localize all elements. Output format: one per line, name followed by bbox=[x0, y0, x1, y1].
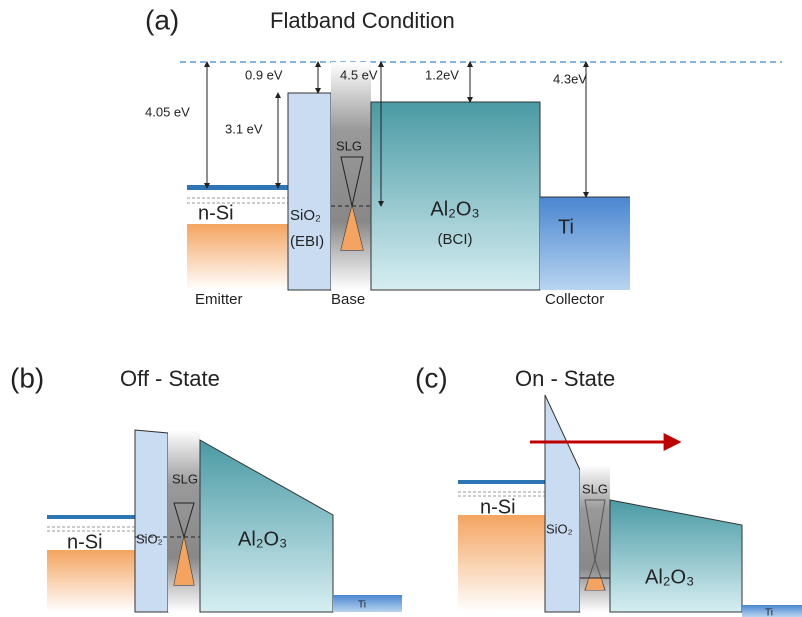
energy-label: 3.1 eV bbox=[225, 121, 263, 136]
panel-title: Off - State bbox=[120, 366, 220, 391]
ebi bbox=[545, 395, 580, 612]
region-label: n-Si bbox=[198, 202, 234, 224]
energy-label: 4.3eV bbox=[553, 71, 587, 86]
emitter bbox=[458, 515, 545, 612]
bci bbox=[371, 102, 540, 290]
region-label: Ti bbox=[358, 600, 366, 611]
caption: Base bbox=[331, 291, 365, 308]
region-label: SiO₂ bbox=[290, 207, 321, 224]
panel-title: Flatband Condition bbox=[270, 8, 455, 33]
emitter bbox=[47, 550, 135, 612]
energy-label: 1.2eV bbox=[425, 67, 459, 82]
energy-label: 0.9 eV bbox=[245, 67, 283, 82]
region-label: n-Si bbox=[480, 496, 516, 518]
region-label: (EBI) bbox=[290, 233, 324, 250]
fermi-level bbox=[458, 480, 545, 484]
panel-label: (b) bbox=[10, 362, 44, 393]
region-label: SLG bbox=[172, 471, 198, 486]
region-label: SLG bbox=[582, 481, 608, 496]
emitter bbox=[187, 224, 288, 290]
ebi bbox=[135, 430, 168, 612]
collector bbox=[333, 595, 402, 612]
band-diagram: (a) Flatband Condition 4.05 eV 3.1 eV 0.… bbox=[0, 0, 802, 617]
region-label: Al₂O₃ bbox=[430, 198, 479, 220]
caption: Collector bbox=[545, 291, 604, 308]
graphene bbox=[331, 62, 371, 290]
filled-states bbox=[586, 578, 604, 590]
region-label: Ti bbox=[558, 216, 574, 238]
bci bbox=[200, 440, 333, 612]
collector bbox=[540, 197, 630, 290]
region-label: Al₂O₃ bbox=[645, 566, 694, 588]
energy-label: 4.5 eV bbox=[340, 67, 378, 82]
region-label: SiO₂ bbox=[546, 521, 573, 536]
region-label: Al₂O₃ bbox=[238, 528, 287, 550]
region-label: Ti bbox=[765, 608, 773, 617]
panel-c: (c) On - State n-Si SiO₂ SLG Al₂O₃ Ti bbox=[415, 362, 802, 617]
fermi-level bbox=[47, 515, 135, 519]
region-label: SLG bbox=[336, 138, 362, 153]
caption: Emitter bbox=[195, 291, 243, 308]
bci bbox=[610, 500, 742, 612]
panel-b: (b) Off - State n-Si SiO₂ SLG Al₂O₃ Ti bbox=[10, 362, 402, 612]
fermi-level bbox=[187, 185, 288, 190]
panel-a: (a) Flatband Condition 4.05 eV 3.1 eV 0.… bbox=[145, 4, 782, 308]
panel-title: On - State bbox=[515, 366, 615, 391]
region-label: (BCI) bbox=[438, 231, 473, 248]
panel-label: (c) bbox=[415, 362, 448, 393]
ebi bbox=[288, 93, 331, 290]
panel-label: (a) bbox=[145, 4, 179, 35]
energy-label: 4.05 eV bbox=[145, 104, 190, 119]
region-label: SiO₂ bbox=[136, 531, 163, 546]
region-label: n-Si bbox=[67, 531, 103, 553]
